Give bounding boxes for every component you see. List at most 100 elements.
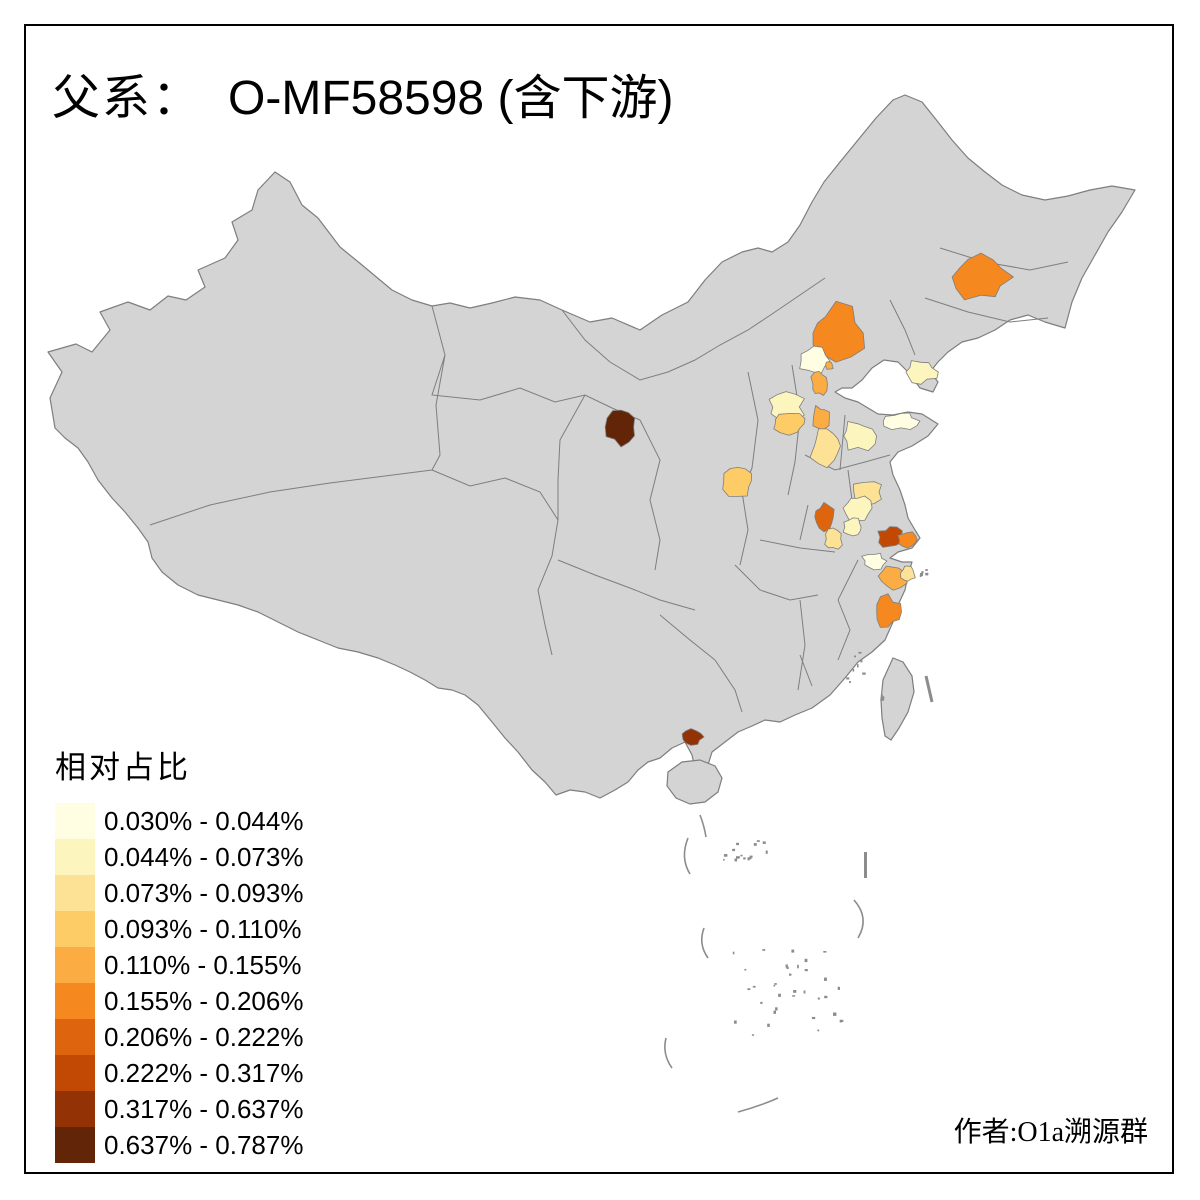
legend-swatch bbox=[55, 839, 95, 875]
small-island bbox=[921, 571, 924, 574]
small-island bbox=[732, 848, 736, 852]
map-region-region-24 bbox=[900, 565, 916, 582]
small-island bbox=[857, 664, 859, 668]
province-boundary bbox=[557, 394, 586, 520]
small-island bbox=[723, 858, 725, 861]
small-island bbox=[789, 973, 792, 976]
sea-boundary-arc bbox=[737, 1097, 779, 1113]
province-boundary bbox=[799, 504, 809, 541]
small-island bbox=[736, 842, 739, 846]
small-island bbox=[792, 995, 796, 997]
taiwan-island bbox=[880, 657, 915, 741]
legend-row: 0.044% - 0.073% bbox=[55, 839, 303, 875]
legend-swatch bbox=[55, 983, 95, 1019]
small-island bbox=[723, 854, 728, 857]
legend-row: 0.222% - 0.317% bbox=[55, 1055, 303, 1091]
small-island bbox=[824, 995, 828, 999]
small-island bbox=[925, 572, 929, 576]
small-island bbox=[751, 1034, 755, 1036]
small-island bbox=[762, 841, 766, 844]
small-island bbox=[793, 990, 797, 993]
small-island bbox=[817, 997, 820, 1000]
small-island bbox=[740, 854, 743, 857]
small-island bbox=[753, 843, 757, 846]
map-region-region-20 bbox=[877, 526, 903, 548]
page-title: 父系： O-MF58598 (含下游) bbox=[52, 58, 673, 128]
legend-row: 0.155% - 0.206% bbox=[55, 983, 303, 1019]
small-island bbox=[854, 655, 856, 658]
small-island bbox=[767, 1023, 770, 1027]
province-boundary bbox=[837, 599, 851, 661]
title-haplogroup: O-MF58598 (含下游) bbox=[228, 72, 674, 125]
small-island bbox=[858, 651, 862, 654]
author-credit: 作者:O1a溯源群 bbox=[953, 1117, 1148, 1148]
legend-label: 0.317% - 0.637% bbox=[104, 1093, 304, 1124]
province-boundary bbox=[847, 469, 853, 501]
province-boundary bbox=[787, 364, 801, 496]
small-island bbox=[880, 699, 885, 701]
small-island bbox=[774, 983, 777, 985]
small-island bbox=[749, 855, 753, 858]
small-island bbox=[824, 977, 827, 981]
hainan-island bbox=[666, 759, 723, 805]
small-island bbox=[734, 1020, 737, 1024]
map-region-region-19 bbox=[842, 517, 862, 537]
small-island bbox=[749, 857, 752, 860]
small-island bbox=[849, 681, 851, 684]
map-region-region-02 bbox=[812, 300, 865, 363]
map-region-region-23 bbox=[877, 565, 908, 591]
legend-row: 0.317% - 0.637% bbox=[55, 1091, 303, 1127]
province-boundary bbox=[839, 414, 846, 471]
legend-label: 0.093% - 0.110% bbox=[104, 913, 302, 944]
legend-swatch bbox=[55, 911, 95, 947]
legend-label: 0.155% - 0.206% bbox=[104, 985, 304, 1016]
map-legend: 相对占比 0.030% - 0.044% 0.044% - 0.073% 0.073… bbox=[55, 742, 303, 1163]
small-island bbox=[811, 1016, 816, 1020]
small-island bbox=[862, 672, 866, 675]
legend-label: 0.637% - 0.787% bbox=[104, 1129, 304, 1160]
map-region-region-18 bbox=[842, 495, 873, 522]
small-island bbox=[773, 984, 776, 987]
small-island bbox=[765, 850, 768, 854]
legend-label: 0.206% - 0.222% bbox=[104, 1021, 304, 1052]
small-island bbox=[791, 949, 795, 953]
small-island bbox=[823, 951, 827, 953]
small-island bbox=[773, 1010, 776, 1014]
small-island bbox=[925, 569, 928, 571]
small-island bbox=[775, 1007, 778, 1011]
province-boundary bbox=[734, 564, 819, 601]
map-region-region-03 bbox=[799, 345, 831, 374]
small-island bbox=[747, 857, 750, 861]
province-boundary bbox=[759, 539, 836, 553]
small-island bbox=[778, 993, 781, 997]
map-region-region-17 bbox=[824, 527, 843, 550]
map-region-region-22 bbox=[861, 553, 888, 571]
map-region-region-08 bbox=[773, 413, 806, 436]
small-island bbox=[786, 966, 789, 969]
small-island bbox=[797, 964, 799, 969]
island-chain bbox=[924, 675, 934, 703]
legend-row: 0.206% - 0.222% bbox=[55, 1019, 303, 1055]
legend-swatch bbox=[55, 947, 95, 983]
small-island bbox=[846, 677, 850, 680]
small-island bbox=[762, 949, 766, 951]
province-boundary bbox=[924, 297, 1049, 323]
province-boundary bbox=[431, 305, 446, 471]
small-island bbox=[756, 840, 760, 842]
small-island bbox=[747, 988, 751, 991]
small-island bbox=[804, 958, 808, 963]
map-region-region-04 bbox=[825, 361, 834, 370]
small-island bbox=[785, 964, 788, 968]
small-island bbox=[743, 857, 746, 860]
map-region-region-01 bbox=[951, 252, 1014, 301]
legend-swatch bbox=[55, 1091, 95, 1127]
small-island bbox=[736, 856, 740, 859]
legend-row: 0.073% - 0.093% bbox=[55, 875, 303, 911]
small-island bbox=[744, 968, 747, 971]
small-island bbox=[752, 985, 756, 988]
small-island bbox=[817, 1029, 820, 1032]
province-boundary bbox=[561, 277, 826, 381]
map-region-region-21 bbox=[897, 531, 918, 549]
legend-label: 0.044% - 0.073% bbox=[104, 841, 304, 872]
map-region-region-10 bbox=[809, 428, 841, 469]
